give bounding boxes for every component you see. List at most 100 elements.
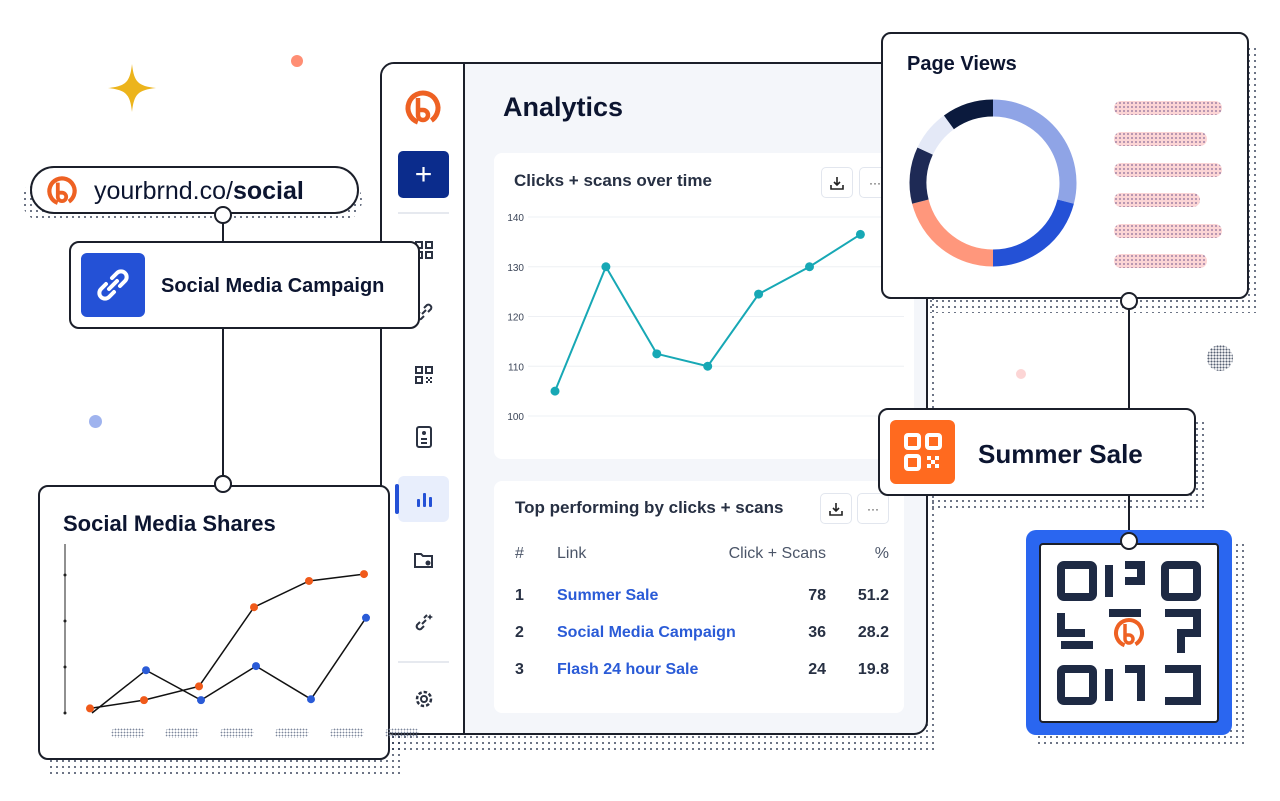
create-new-button[interactable]: + [398,151,449,198]
data-point [195,682,203,691]
sidebar: + [382,64,465,733]
donut-slice [992,199,1074,267]
page-views-card: Page Views [881,32,1249,299]
top-performing-card: Top performing by clicks + scans ··· # L… [494,481,904,713]
connector-node [214,206,232,224]
legend-placeholder [1114,163,1222,177]
x-label-placeholder [220,728,254,738]
connector-line [1128,300,1130,410]
page-title: Analytics [503,92,624,122]
divider [398,661,449,663]
column-header-percent: % [874,545,889,562]
data-point [550,386,560,396]
campaign-icon-tile [81,253,145,317]
x-label-placeholder [111,728,145,738]
row-rank: 1 [515,587,524,604]
column-header-rank: # [515,545,524,562]
y-tick-label: 100 [507,412,524,423]
card-title: Page Views [907,53,1017,75]
y-tick-label: 110 [508,362,524,373]
y-tick [63,573,67,577]
qr-code-icon [414,366,433,384]
sidebar-item-custom-links[interactable] [398,599,449,645]
x-label-placeholder [165,728,199,738]
shares-line-chart [63,544,370,715]
campaign-title: Social Media Campaign [161,275,385,297]
connector-line [222,329,224,485]
qr-code-icon [903,433,942,471]
sparkle-icon [108,64,156,112]
chart-title: Clicks + scans over time [514,171,712,190]
data-point [805,262,814,272]
campaign-card[interactable]: Social Media Campaign [69,241,420,329]
y-tick-label: 130 [507,263,524,274]
donut-slice [912,199,994,267]
data-point [250,603,258,612]
data-point [855,229,865,239]
summer-sale-card[interactable]: Summer Sale [878,408,1196,496]
y-tick [63,665,67,669]
decor-dot [291,55,303,67]
qr-code [1039,543,1219,723]
row-count: 36 [808,624,826,641]
sidebar-item-settings[interactable] [398,676,449,722]
decor-dot [1016,369,1026,379]
link-slug: social [232,177,304,205]
decor-dot [89,415,102,428]
sidebar-item-qr-codes[interactable] [398,352,449,398]
y-tick [63,711,67,715]
sidebar-item-analytics[interactable] [395,476,449,522]
y-tick-label: 120 [507,313,524,324]
y-tick [63,619,67,623]
analytics-icon [416,493,432,507]
data-point [307,695,315,704]
qr-code-frame[interactable] [1026,530,1232,735]
series-line [89,573,365,710]
campaign-link-icon [415,614,433,631]
data-point [754,289,764,299]
bitly-logo-icon [47,176,77,206]
connector-line [1128,496,1130,536]
data-point [360,570,368,579]
more-options-button[interactable]: ··· [857,493,889,524]
short-link-text: yourbrnd.co/social [94,177,304,206]
connector-node [214,475,232,493]
row-link[interactable]: Summer Sale [557,587,659,604]
summer-sale-title: Summer Sale [978,439,1143,469]
folder-star-icon [413,553,433,568]
decor-dot [1207,345,1233,371]
connector-node [1120,532,1138,550]
x-label-placeholder [330,728,364,738]
row-rank: 2 [515,624,524,641]
settings-icon [415,690,432,708]
clicks-line-chart: 140 130 120 110 100 [507,213,904,423]
download-button[interactable] [820,493,852,524]
x-label-placeholder [385,728,419,738]
download-button[interactable] [821,167,853,198]
legend-placeholder [1114,101,1222,115]
donut-slice [992,99,1077,204]
card-title: Social Media Shares [63,511,276,536]
table-title: Top performing by clicks + scans [515,498,784,517]
bitly-logo-icon[interactable] [404,89,442,127]
sidebar-item-campaigns[interactable] [398,537,449,583]
short-link-pill[interactable]: yourbrnd.co/social [30,166,359,214]
data-point [601,262,611,272]
row-link[interactable]: Social Media Campaign [557,624,736,641]
legend-placeholder [1114,224,1222,238]
analytics-window: + Analytics Clicks + scans over time ···… [380,62,928,735]
qr-code-icon [1057,561,1201,705]
sidebar-item-pages[interactable] [398,414,449,460]
data-point [197,696,205,705]
data-point [362,613,370,622]
download-icon [829,502,843,516]
data-point [140,696,148,705]
data-point [703,361,713,371]
link-domain: yourbrnd.co/ [94,177,233,205]
row-count: 24 [808,661,826,678]
connector-line [222,214,224,242]
download-icon [830,176,844,190]
legend-placeholder [1114,132,1207,146]
page-icon [415,426,432,448]
row-link[interactable]: Flash 24 hour Sale [557,661,699,678]
